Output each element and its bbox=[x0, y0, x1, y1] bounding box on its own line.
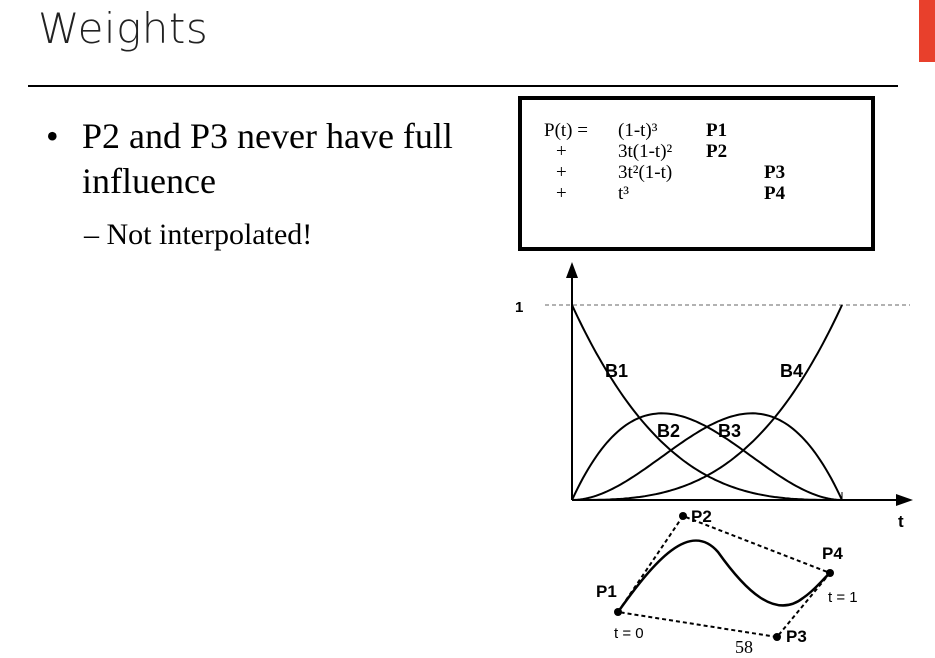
series-label-b3: B3 bbox=[718, 421, 741, 441]
series-line-b1 bbox=[571, 304, 842, 501]
formula-row: + 3t²(1-t) P3 bbox=[544, 162, 822, 183]
y-tick-label: 1 bbox=[515, 299, 523, 316]
control-point-p1 bbox=[614, 608, 622, 616]
bullet-dot-icon: • bbox=[46, 116, 59, 156]
basis-chart: 1 t B1 B4 B2 B3 bbox=[515, 262, 913, 531]
control-point-label-p2: P2 bbox=[691, 507, 712, 526]
formula-row: + t³ P4 bbox=[544, 183, 822, 204]
formula-row: + 3t(1-t)² P2 bbox=[544, 141, 822, 162]
formula-coefficient: 3t(1-t)² bbox=[618, 141, 673, 162]
control-point-label-p1: P1 bbox=[596, 582, 617, 601]
series-label-b3-name: B3 bbox=[718, 421, 741, 441]
formula-point: P4 bbox=[764, 183, 786, 204]
series-label-b1: B1 bbox=[605, 361, 628, 381]
x-axis-arrow-icon bbox=[896, 494, 913, 506]
control-point-label-p3: P3 bbox=[786, 627, 807, 646]
basis-curves bbox=[571, 304, 843, 501]
bullet-point: • P2 and P3 never have full influence bbox=[46, 114, 506, 204]
formula-box: P(t) = (1-t)³ P1 + 3t(1-t)² P2 + 3t²(1-t… bbox=[518, 96, 875, 251]
control-point-p2 bbox=[679, 512, 687, 520]
title-divider bbox=[28, 85, 898, 87]
control-point-label-p4: P4 bbox=[822, 544, 843, 563]
control-polygon bbox=[617, 514, 832, 639]
control-point-p4 bbox=[826, 569, 834, 577]
start-param-label: t = 0 bbox=[614, 625, 644, 642]
series-label-b2: B2 bbox=[657, 421, 680, 441]
bullet-text: P2 and P3 never have full influence bbox=[82, 116, 453, 201]
end-param-label: t = 1 bbox=[828, 589, 858, 606]
formula-point: P2 bbox=[706, 141, 728, 162]
formula-point: P1 bbox=[706, 120, 728, 141]
control-point-p3 bbox=[773, 633, 781, 641]
x-axis-label: t bbox=[898, 512, 904, 531]
series-label-b2-name: B2 bbox=[657, 421, 680, 441]
formula-operator: + bbox=[556, 141, 567, 162]
formula-operator: + bbox=[556, 183, 567, 204]
formula-coefficient: (1-t)³ bbox=[618, 120, 658, 141]
formula-coefficient: t³ bbox=[618, 183, 629, 204]
bezier-curve bbox=[616, 539, 831, 613]
series-line-b4 bbox=[572, 304, 843, 501]
slide-title: Weights bbox=[38, 4, 209, 53]
y-axis-arrow-icon bbox=[566, 262, 578, 278]
formula-operator: + bbox=[556, 162, 567, 183]
formula-operator: P(t) = bbox=[544, 120, 588, 141]
page-number: 58 bbox=[735, 637, 753, 657]
series-label-b1-name: B1 bbox=[605, 361, 628, 381]
formula-point: P3 bbox=[764, 162, 786, 183]
series-label-b4: B4 bbox=[780, 361, 803, 381]
series-line-b3 bbox=[571, 412, 843, 501]
formula-coefficient: 3t²(1-t) bbox=[618, 162, 673, 183]
sub-bullet-text: – Not interpolated! bbox=[84, 218, 313, 251]
formula-row: P(t) = (1-t)³ P1 bbox=[544, 120, 822, 141]
series-label-b4-name: B4 bbox=[780, 361, 803, 381]
accent-bar bbox=[919, 0, 935, 62]
formula-table: P(t) = (1-t)³ P1 + 3t(1-t)² P2 + 3t²(1-t… bbox=[544, 120, 822, 204]
bezier-figure: P1 P2 P3 P4 t = 0 t = 1 bbox=[596, 507, 858, 646]
